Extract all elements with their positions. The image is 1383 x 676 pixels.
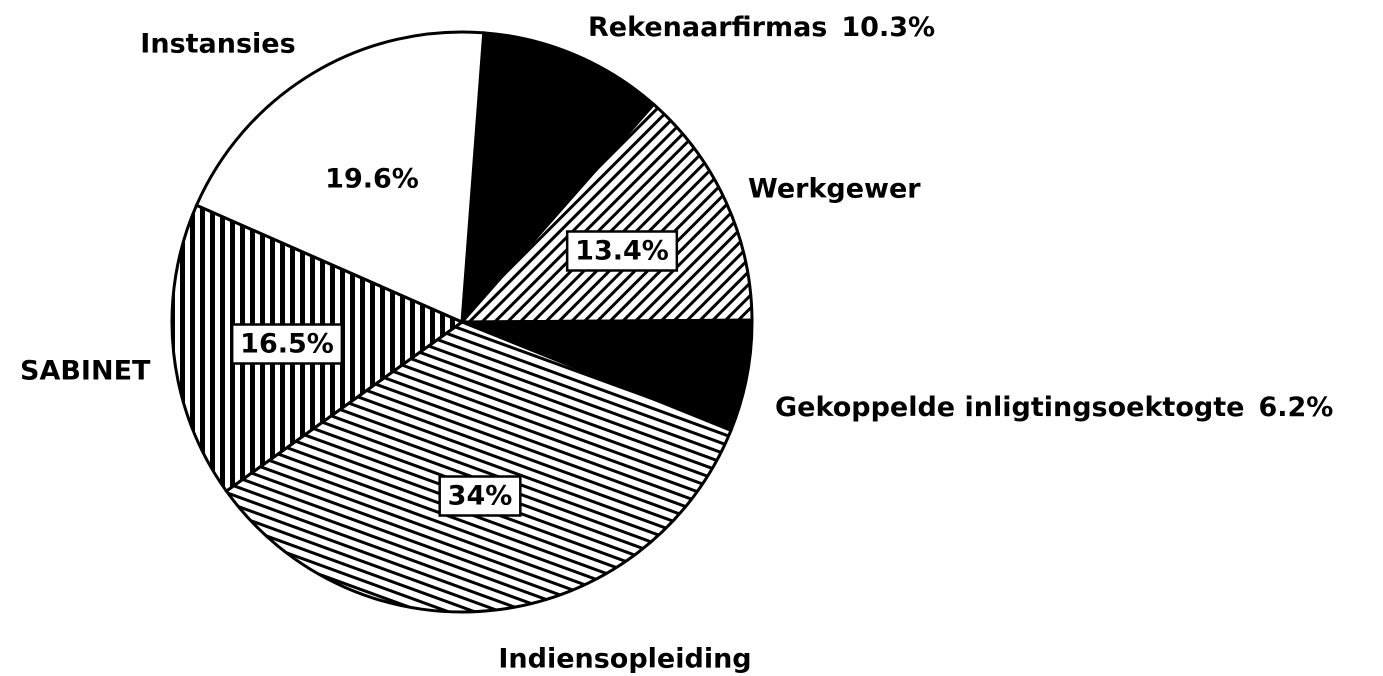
slice-label: Gekoppelde inligtingsoektogte 6.2% (775, 392, 1333, 423)
slice-name: Rekenaarfirmas (588, 12, 827, 43)
value-label: 10.3% (841, 12, 935, 43)
value-label: 13.4% (575, 236, 669, 267)
value-label-box (230, 323, 344, 365)
value-label-box (565, 230, 679, 272)
slice-label: SABINET (20, 356, 151, 387)
value-label: 19.6% (325, 164, 419, 195)
pie-slice (224, 320, 733, 614)
value-label: 6.2% (1258, 392, 1333, 423)
slice-label: Indiensopleiding (498, 644, 751, 675)
value-label: 16.5% (240, 329, 334, 360)
value-label-box (438, 475, 522, 517)
pie-slice (458, 102, 754, 324)
pie-slice (194, 30, 486, 325)
pie-slice (460, 31, 656, 327)
slice-label: Werkgewer (748, 174, 921, 205)
value-label: 34% (448, 481, 513, 512)
slice-label: Instansies (140, 29, 295, 60)
slice-name: Gekoppelde inligtingsoektogte (775, 392, 1244, 423)
slice-label: Rekenaarfirmas 10.3% (588, 12, 935, 43)
